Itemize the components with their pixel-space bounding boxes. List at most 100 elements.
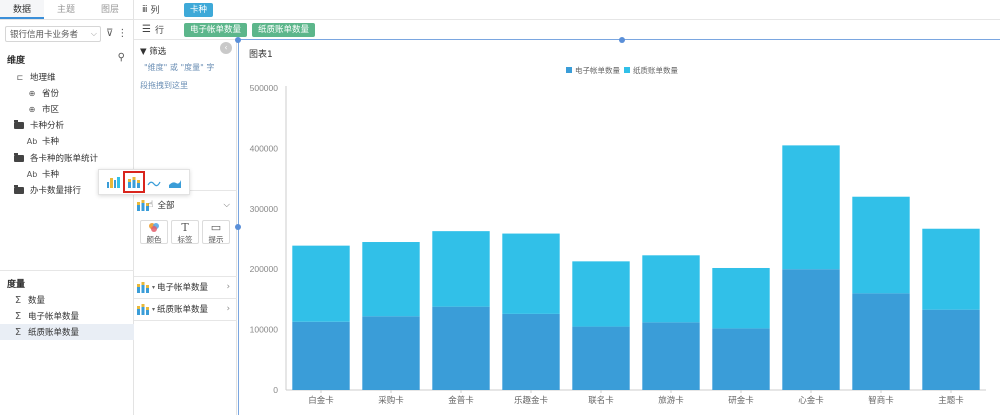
columns-shelf-label-wrap: iii 列 [134, 3, 184, 17]
sigma-icon: Σ [14, 326, 22, 338]
bar-segment [502, 233, 560, 314]
stacked-bar-chart: 0 100000 200000 300000 400000 500000 白金卡 采购卡 金普卡… [250, 65, 986, 405]
folder-icon [14, 184, 24, 194]
filter-drop-zone[interactable]: 段拖拽到这里 [140, 81, 188, 90]
cursor-icon: ☝ [148, 200, 154, 210]
bar-segment [922, 228, 980, 310]
legend-label: 纸质账单数量 [633, 65, 678, 75]
tree-item-card-type[interactable]: Ab 卡种 [26, 133, 59, 149]
tab-data[interactable]: 数据 [0, 0, 44, 19]
x-tick-label: 研金卡 [728, 395, 754, 405]
measure-item[interactable]: Σ 电子帐单数量 [0, 308, 134, 324]
resize-handle[interactable] [235, 37, 241, 43]
bar-segment [852, 293, 910, 390]
resize-handle[interactable] [235, 224, 241, 230]
tree-item-province[interactable]: ⊕ 省份 [26, 85, 59, 101]
chevron-right-icon: › [226, 304, 230, 314]
sigma-icon: Σ [14, 310, 22, 322]
x-tick-label: 主题卡 [938, 395, 964, 405]
dataset-name: 银行信用卡业务者 [10, 29, 79, 40]
dropdown-caret-icon: ▾ [152, 283, 156, 291]
y-tick-label: 100000 [250, 325, 279, 335]
tooltip-button[interactable]: ▭ 提示 [202, 220, 230, 244]
stacked-bar-chart-icon [137, 200, 149, 211]
tree-item-card-type[interactable]: Ab 卡种 [26, 166, 59, 182]
globe-icon: ⊕ [28, 88, 36, 98]
chevron-down-icon: ⌵ [90, 28, 97, 38]
panel-divider [134, 320, 237, 321]
tooltip-icon: ▭ [210, 221, 222, 234]
folder-icon [14, 119, 24, 129]
chart-title: 图表1 [249, 50, 273, 60]
tree-item-label: 卡种 [42, 137, 60, 147]
rows-shelf[interactable]: ☰ 行 电子帐单数量 纸质账单数量 [134, 20, 1000, 40]
legend-swatch [566, 67, 572, 73]
tree-folder-ranking[interactable]: 办卡数量排行 [14, 182, 81, 198]
chevron-down-icon: ⌵ [223, 200, 230, 210]
measure-config-row[interactable]: ▾ 纸质账单数量 › [136, 299, 236, 319]
row-field-pill[interactable]: 纸质账单数量 [252, 22, 316, 37]
search-icon[interactable]: ⚲ [117, 52, 125, 63]
y-tick-label: 400000 [250, 143, 279, 153]
config-panel: ‹ ▼ 筛选 "维度" 或 "度量" 字 段拖拽到这里 ☝ 全部 ⌵ 颜色 T [134, 40, 237, 415]
line-chart-icon[interactable] [145, 173, 163, 191]
color-button[interactable]: 颜色 [140, 220, 168, 244]
folder-icon [14, 152, 24, 162]
x-tick-label: 联名卡 [588, 395, 614, 405]
rows-shelf-label-wrap: ☰ 行 [134, 23, 184, 36]
column-field-pill[interactable]: 卡种 [184, 2, 214, 17]
area-chart-icon[interactable] [166, 173, 184, 191]
text-icon: T [181, 221, 189, 234]
tab-layers[interactable]: 图层 [100, 5, 119, 15]
bar-segment [852, 196, 910, 294]
measure-title: 度量 [7, 280, 26, 290]
bar-segment [432, 306, 490, 390]
bar-segment [922, 309, 980, 390]
palette-icon [141, 221, 167, 234]
y-tick-label: 200000 [250, 264, 279, 274]
x-tick-label: 旅游卡 [658, 395, 684, 405]
columns-label: 列 [150, 6, 160, 16]
bar-chart-icon[interactable] [104, 173, 122, 191]
filter-header: ▼ 筛选 [140, 45, 166, 57]
tree-item-city[interactable]: ⊕ 市区 [26, 101, 59, 117]
stacked-bar-chart-icon[interactable] [122, 171, 145, 193]
bar-segment [642, 322, 700, 390]
measure-label: 纸质账单数量 [28, 328, 80, 338]
color-label: 颜色 [146, 235, 162, 244]
collapse-left-icon[interactable]: ‹ [220, 42, 232, 54]
dataset-actions: ⊽ ⋮ [106, 28, 127, 39]
tree-item-label: 地理维 [30, 73, 56, 83]
label-button[interactable]: T 标签 [171, 220, 199, 244]
measure-item[interactable]: Σ 数量 [0, 292, 134, 308]
more-icon[interactable]: ⋮ [117, 28, 128, 39]
label-label: 标签 [177, 235, 193, 244]
columns-shelf[interactable]: iii 列 卡种 [134, 0, 1000, 20]
x-tick-label: 乐趣金卡 [514, 395, 549, 405]
tab-theme[interactable]: 主题 [56, 5, 75, 15]
bar-segment [502, 313, 560, 390]
measure-config-row[interactable]: ▾ 电子帐单数量 › [136, 277, 236, 297]
measure-config-label: 电子帐单数量 [157, 283, 209, 293]
row-field-pill[interactable]: 电子帐单数量 [184, 22, 248, 37]
filter-funnel-icon[interactable]: ⊽ [106, 28, 114, 39]
x-tick-label: 心金卡 [798, 395, 824, 405]
dimension-title: 维度 [7, 56, 26, 66]
bar-segment [782, 269, 840, 390]
bar-segment [432, 231, 490, 307]
tree-folder-bill-stats[interactable]: 各卡种的账单统计 [14, 150, 98, 166]
bar-segment [572, 261, 630, 327]
x-tick-label: 白金卡 [308, 395, 334, 405]
measure-item[interactable]: Σ 纸质账单数量 [0, 324, 134, 340]
marks-all-row[interactable]: ☝ 全部 ⌵ [136, 196, 234, 214]
bar-segment [782, 145, 840, 270]
y-tick-label: 0 [273, 385, 278, 395]
dataset-select[interactable]: 银行信用卡业务者 ⌵ [5, 25, 101, 42]
panel-tabs: 数据 主题 图层 [0, 0, 133, 20]
text-field-icon: Ab [26, 136, 38, 146]
measure-label: 电子帐单数量 [28, 312, 80, 322]
tree-folder-card-analysis[interactable]: 卡种分析 [14, 117, 64, 133]
resize-handle[interactable] [619, 37, 625, 43]
tree-item-geo[interactable]: ⊏ 地理维 [14, 69, 56, 85]
tree-item-label: 卡种 [42, 170, 60, 180]
